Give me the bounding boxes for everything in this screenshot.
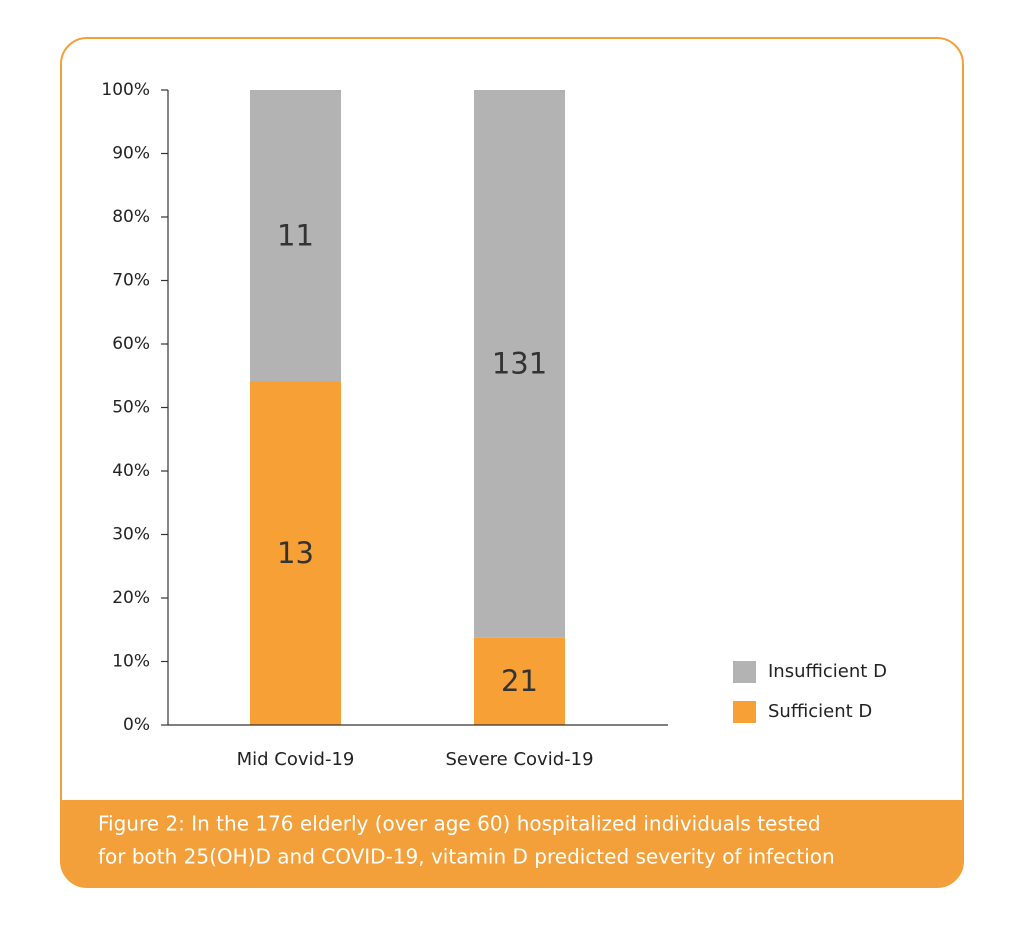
legend-label: Insufficient D [768, 661, 887, 682]
x-tick-label: Mid Covid-19 [237, 749, 355, 770]
caption-line: Figure 2: In the 176 elderly (over age 6… [98, 812, 821, 836]
y-tick-label: 50% [112, 398, 150, 418]
legend-swatch [733, 661, 756, 683]
legend-label: Sufficient D [768, 701, 872, 722]
y-tick-label: 70% [112, 271, 150, 291]
data-label: 11 [277, 219, 314, 253]
bar-segment [250, 381, 341, 725]
caption-band [61, 800, 963, 887]
y-tick-label: 40% [112, 461, 150, 481]
x-tick-label: Severe Covid-19 [445, 749, 593, 770]
bar-segment [474, 90, 565, 638]
legend-swatch [733, 701, 756, 723]
y-tick-label: 100% [101, 80, 150, 100]
y-tick-label: 0% [123, 715, 150, 735]
data-label: 21 [501, 664, 538, 698]
y-tick-label: 90% [112, 144, 150, 164]
y-tick-label: 60% [112, 334, 150, 354]
y-tick-label: 80% [112, 207, 150, 227]
y-tick-label: 30% [112, 525, 150, 545]
data-label: 13 [277, 536, 314, 570]
bar-segment [250, 90, 341, 382]
bar-segment [474, 637, 565, 725]
y-tick-label: 20% [112, 588, 150, 608]
caption-line: for both 25(OH)D and COVID-19, vitamin D… [98, 845, 835, 869]
data-label: 131 [492, 347, 547, 381]
y-tick-label: 10% [112, 652, 150, 672]
